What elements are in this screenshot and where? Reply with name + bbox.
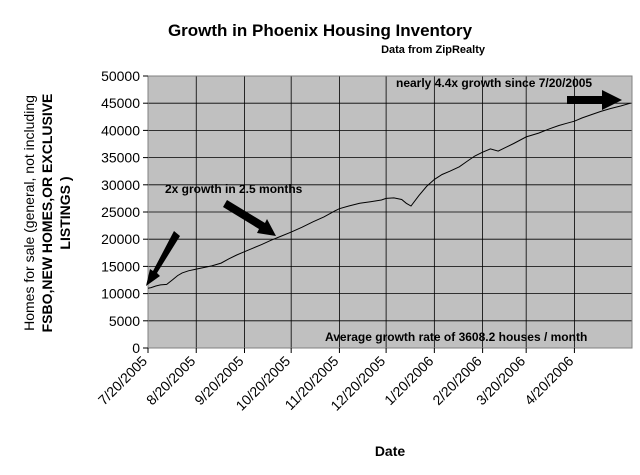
y-tick-label: 35000 [101,150,140,166]
y-tick-labels: 0 5000 10000 15000 20000 25000 30000 35000 40000… [101,68,140,356]
annotation-4x: nearly 4.4x growth since 7/20/2005 [396,76,592,90]
y-tick-label: 25000 [101,204,140,220]
arrow-right-icon [567,90,622,110]
y-tick-label: 40000 [101,122,140,138]
y-axis-label-line1: Homes for sale (general, not including [21,95,37,331]
x-tick-label: 4/20/2006 [521,353,577,409]
y-axis-label-line2: FSBO,NEW HOMES,OR EXCLUSIVE [39,94,55,333]
chart-title: Growth in Phoenix Housing Inventory [168,21,473,40]
x-tick-label: 7/20/2005 [95,353,151,409]
series-line [147,102,631,289]
annotation-average: Average growth rate of 3608.2 houses / m… [325,330,587,344]
x-tick-labels: 7/20/20058/20/20059/20/200510/20/200511/… [95,353,577,414]
y-tick-label: 30000 [101,177,140,193]
arrow-middle-icon [223,200,276,236]
y-tick-label: 45000 [101,95,140,111]
y-tick-label: 15000 [101,258,140,274]
annotation-2x: 2x growth in 2.5 months [165,182,303,196]
y-tick-label: 20000 [101,231,140,247]
y-tick-label: 50000 [101,68,140,84]
arrow-left-icon [146,231,180,286]
chart-subtitle: Data from ZipRealty [381,44,486,56]
x-tick-label: 8/20/2005 [143,353,199,409]
y-tick-label: 10000 [101,286,140,302]
x-axis-label: Date [375,443,406,459]
y-axis-label-line3: LISTINGS ) [57,176,73,249]
y-tick-label: 5000 [109,313,140,329]
tick-marks [143,75,575,353]
x-tick-label: 1/20/2006 [381,353,437,409]
y-tick-label: 0 [132,340,140,356]
